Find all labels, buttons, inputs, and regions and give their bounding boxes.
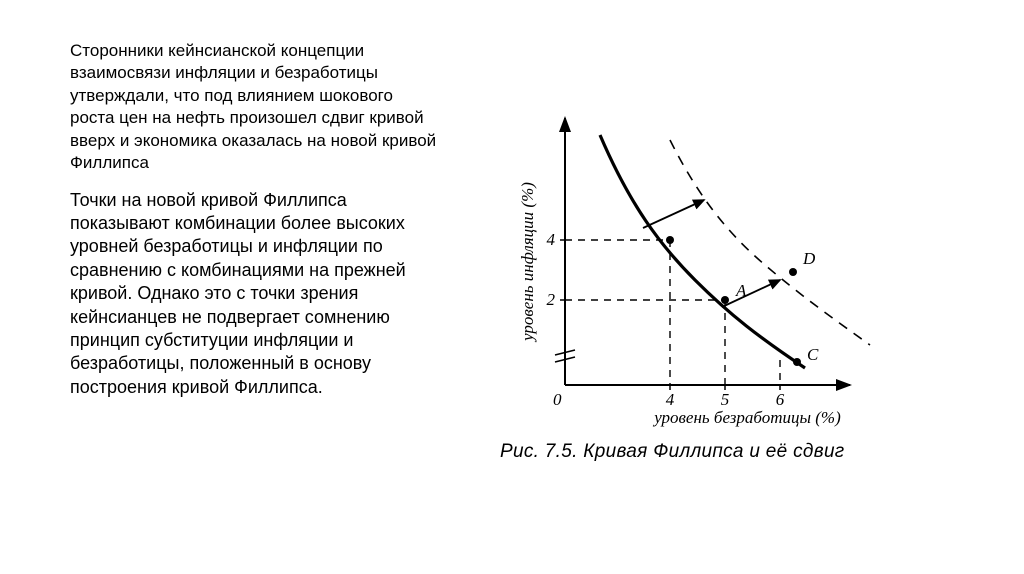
chart-wrap: A D C 4 5 6 2 4 0 уровень безработицы (%) уровень … [500, 100, 900, 463]
page-container: Сторонники кейнсианской концепции взаимо… [0, 0, 1024, 574]
svg-text:6: 6 [776, 390, 785, 409]
svg-text:уровень безработицы (%): уровень безработицы (%) [652, 408, 841, 427]
chart-column: A D C 4 5 6 2 4 0 уровень безработицы (%) уровень … [460, 0, 1024, 574]
figure-caption: Рис. 7.5. Кривая Филлипса и её сдвиг [500, 441, 900, 463]
svg-text:4: 4 [666, 390, 675, 409]
svg-text:A: A [735, 281, 747, 300]
svg-text:5: 5 [721, 390, 730, 409]
paragraph-2: Точки на новой кривой Филлипса показываю… [70, 189, 440, 400]
svg-text:D: D [802, 249, 816, 268]
svg-text:C: C [807, 345, 819, 364]
svg-text:0: 0 [553, 390, 562, 409]
svg-text:2: 2 [547, 290, 556, 309]
text-column: Сторонники кейнсианской концепции взаимо… [0, 0, 460, 574]
phillips-chart: A D C 4 5 6 2 4 0 уровень безработицы (%) уровень … [500, 100, 900, 430]
svg-text:4: 4 [547, 230, 556, 249]
svg-text:уровень инфляции (%): уровень инфляции (%) [518, 182, 537, 343]
paragraph-1: Сторонники кейнсианской концепции взаимо… [70, 40, 440, 175]
